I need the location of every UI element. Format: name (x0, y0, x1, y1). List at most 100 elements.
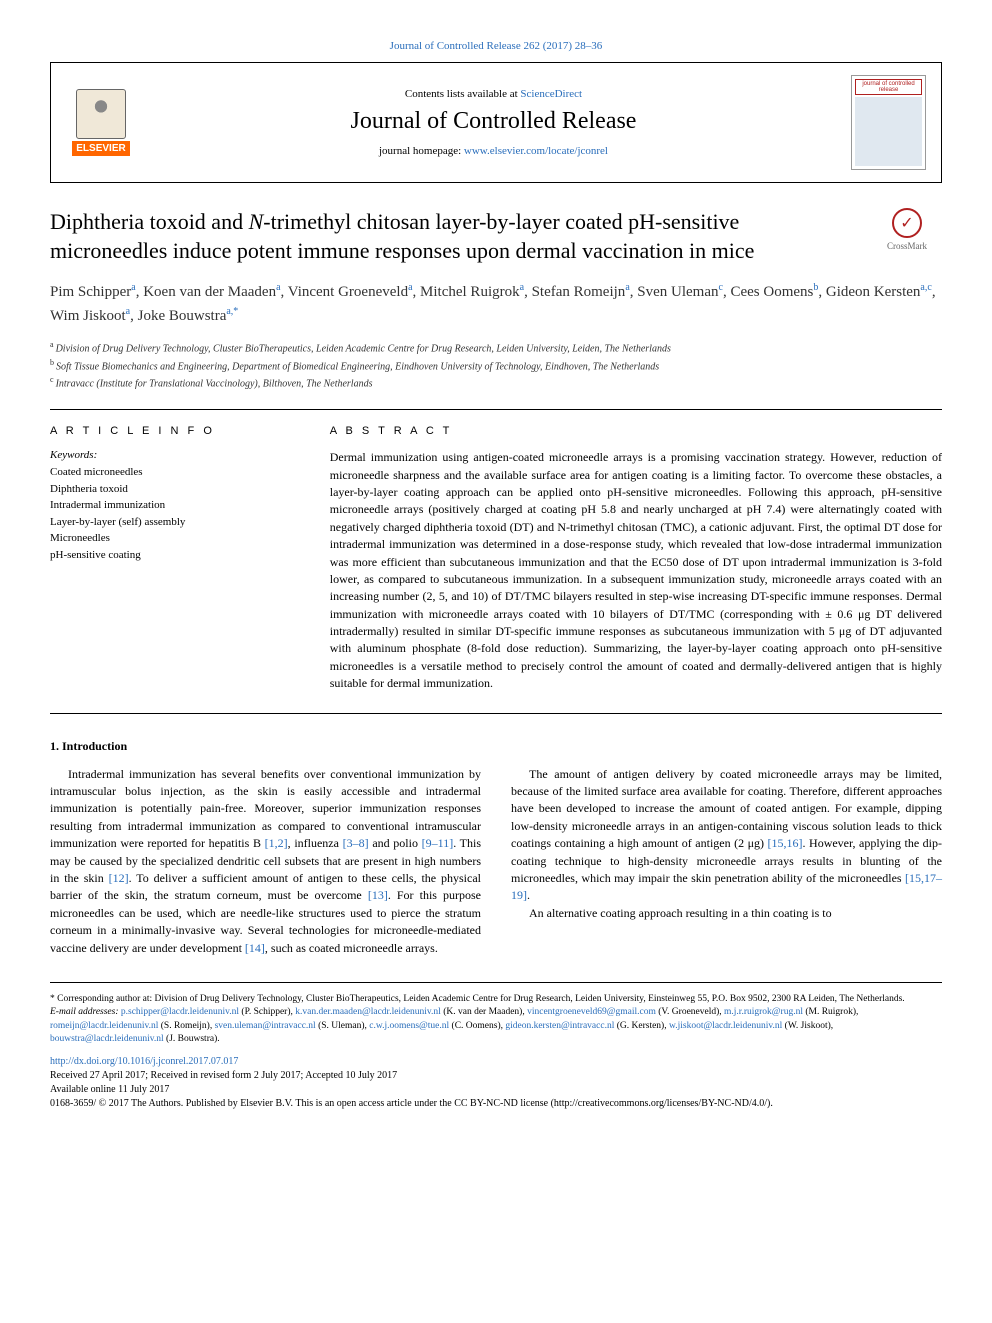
author-name: Gideon Kersten (826, 284, 921, 300)
author-affil-sup: a (625, 282, 629, 293)
keyword-item: Layer-by-layer (self) assembly (50, 514, 300, 531)
email-addresses-line: E-mail addresses: p.schipper@lacdr.leide… (50, 1006, 942, 1046)
author-affil-sup: a (131, 282, 135, 293)
email-person: (C. Oomens), (449, 1021, 505, 1031)
available-online-line: Available online 11 July 2017 (50, 1084, 942, 1095)
author-affil-sup: a (276, 282, 280, 293)
dates-line: Received 27 April 2017; Received in revi… (50, 1070, 942, 1081)
author-name: Vincent Groeneveld (288, 284, 408, 300)
email-person: (J. Bouwstra). (164, 1034, 220, 1044)
article-info-head: A R T I C L E I N F O (50, 425, 300, 437)
author-affil-sup: a (126, 306, 130, 317)
abstract-block: A B S T R A C T Dermal immunization usin… (330, 425, 942, 692)
citation-link[interactable]: [12] (109, 871, 129, 885)
email-link[interactable]: m.j.r.ruigrok@rug.nl (724, 1007, 803, 1017)
author-name: Wim Jiskoot (50, 308, 126, 324)
footer-divider (50, 982, 942, 983)
email-link[interactable]: w.jiskoot@lacdr.leidenuniv.nl (669, 1021, 782, 1031)
citation-link[interactable]: [15,16] (768, 836, 803, 850)
cover-title: journal of controlled release (855, 79, 922, 95)
email-person: (V. Groeneveld), (656, 1007, 724, 1017)
author-name: Stefan Romeijn (532, 284, 626, 300)
affiliation-line: c Intravacc (Institute for Translational… (50, 374, 942, 391)
contents-available-line: Contents lists available at ScienceDirec… (136, 88, 851, 100)
doi-line: http://dx.doi.org/10.1016/j.jconrel.2017… (50, 1056, 942, 1067)
introduction-heading: 1. Introduction (50, 739, 942, 754)
author-name: Cees Oomens (730, 284, 813, 300)
email-link[interactable]: sven.uleman@intravacc.nl (215, 1021, 316, 1031)
citation-link[interactable]: [14] (245, 941, 265, 955)
copyright-line: 0168-3659/ © 2017 The Authors. Published… (50, 1098, 942, 1109)
email-person: (S. Romeijn), (158, 1021, 214, 1031)
email-person: (M. Ruigrok), (803, 1007, 858, 1017)
email-link[interactable]: k.van.der.maaden@lacdr.leidenuniv.nl (295, 1007, 441, 1017)
journal-reference: Journal of Controlled Release 262 (2017)… (50, 40, 942, 52)
elsevier-tree-icon (76, 89, 126, 139)
journal-header-box: ELSEVIER Contents lists available at Sci… (50, 62, 942, 183)
authors-list: Pim Schippera, Koen van der Maadena, Vin… (50, 280, 942, 327)
article-title: Diphtheria toxoid and N-trimethyl chitos… (50, 208, 857, 265)
email-link[interactable]: p.schipper@lacdr.leidenuniv.nl (121, 1007, 239, 1017)
article-info-block: A R T I C L E I N F O Keywords: Coated m… (50, 425, 300, 692)
abstract-head: A B S T R A C T (330, 425, 942, 437)
crossmark-icon (892, 208, 922, 238)
affiliations-list: a Division of Drug Delivery Technology, … (50, 339, 942, 391)
two-column-body: Intradermal immunization has several ben… (50, 766, 942, 957)
author-name: Sven Uleman (637, 284, 718, 300)
keyword-item: Diphtheria toxoid (50, 481, 300, 498)
keywords-label: Keywords: (50, 449, 300, 461)
email-link[interactable]: romeijn@lacdr.leidenuniv.nl (50, 1021, 158, 1031)
homepage-prefix: journal homepage: (379, 145, 464, 157)
homepage-line: journal homepage: www.elsevier.com/locat… (136, 145, 851, 157)
elsevier-label: ELSEVIER (72, 141, 129, 156)
keyword-item: Intradermal immunization (50, 497, 300, 514)
author-name: Pim Schipper (50, 284, 131, 300)
doi-link[interactable]: http://dx.doi.org/10.1016/j.jconrel.2017… (50, 1056, 238, 1067)
cover-image-placeholder (855, 97, 922, 166)
email-label: E-mail addresses: (50, 1007, 121, 1017)
intro-paragraph-1: Intradermal immunization has several ben… (50, 766, 481, 957)
section-divider (50, 713, 942, 714)
author-name: Mitchel Ruigrok (420, 284, 520, 300)
crossmark-label: CrossMark (887, 241, 927, 251)
citation-link[interactable]: [9–11] (422, 836, 454, 850)
introduction-section: 1. Introduction Intradermal immunization… (50, 739, 942, 957)
author-affil-sup: a,* (226, 306, 238, 317)
author-name: Koen van der Maaden (143, 284, 276, 300)
affiliation-line: b Soft Tissue Biomechanics and Engineeri… (50, 357, 942, 374)
citation-link[interactable]: [3–8] (343, 836, 369, 850)
contents-prefix: Contents lists available at (405, 88, 520, 100)
author-affil-sup: a,c (920, 282, 931, 293)
author-affil-sup: a (520, 282, 524, 293)
email-link[interactable]: vincentgroeneveld69@gmail.com (527, 1007, 656, 1017)
sciencedirect-link[interactable]: ScienceDirect (520, 88, 582, 100)
keyword-item: Microneedles (50, 530, 300, 547)
keyword-item: Coated microneedles (50, 464, 300, 481)
journal-cover-thumbnail: journal of controlled release (851, 75, 926, 170)
abstract-text: Dermal immunization using antigen-coated… (330, 449, 942, 692)
email-person: (P. Schipper), (239, 1007, 295, 1017)
citation-link[interactable]: [1,2] (265, 836, 288, 850)
author-affil-sup: a (408, 282, 412, 293)
author-affil-sup: c (719, 282, 723, 293)
email-person: (W. Jiskoot), (782, 1021, 833, 1031)
email-link[interactable]: bouwstra@lacdr.leidenuniv.nl (50, 1034, 164, 1044)
email-link[interactable]: c.w.j.oomens@tue.nl (369, 1021, 449, 1031)
elsevier-logo: ELSEVIER (66, 83, 136, 163)
email-person: (S. Uleman), (316, 1021, 370, 1031)
email-person: (G. Kersten), (614, 1021, 669, 1031)
intro-paragraph-3: An alternative coating approach resultin… (511, 905, 942, 922)
journal-name: Journal of Controlled Release (136, 108, 851, 135)
author-name: Joke Bouwstra (138, 308, 227, 324)
crossmark-badge[interactable]: CrossMark (872, 208, 942, 251)
intro-paragraph-2: The amount of antigen delivery by coated… (511, 766, 942, 905)
email-person: (K. van der Maaden), (441, 1007, 527, 1017)
email-link[interactable]: gideon.kersten@intravacc.nl (505, 1021, 614, 1031)
corresponding-author-note: * Corresponding author at: Division of D… (50, 993, 942, 1006)
affiliation-line: a Division of Drug Delivery Technology, … (50, 339, 942, 356)
footnotes-block: * Corresponding author at: Division of D… (50, 993, 942, 1046)
section-divider (50, 409, 942, 410)
citation-link[interactable]: [13] (368, 888, 388, 902)
author-affil-sup: b (813, 282, 818, 293)
homepage-link[interactable]: www.elsevier.com/locate/jconrel (464, 145, 608, 157)
